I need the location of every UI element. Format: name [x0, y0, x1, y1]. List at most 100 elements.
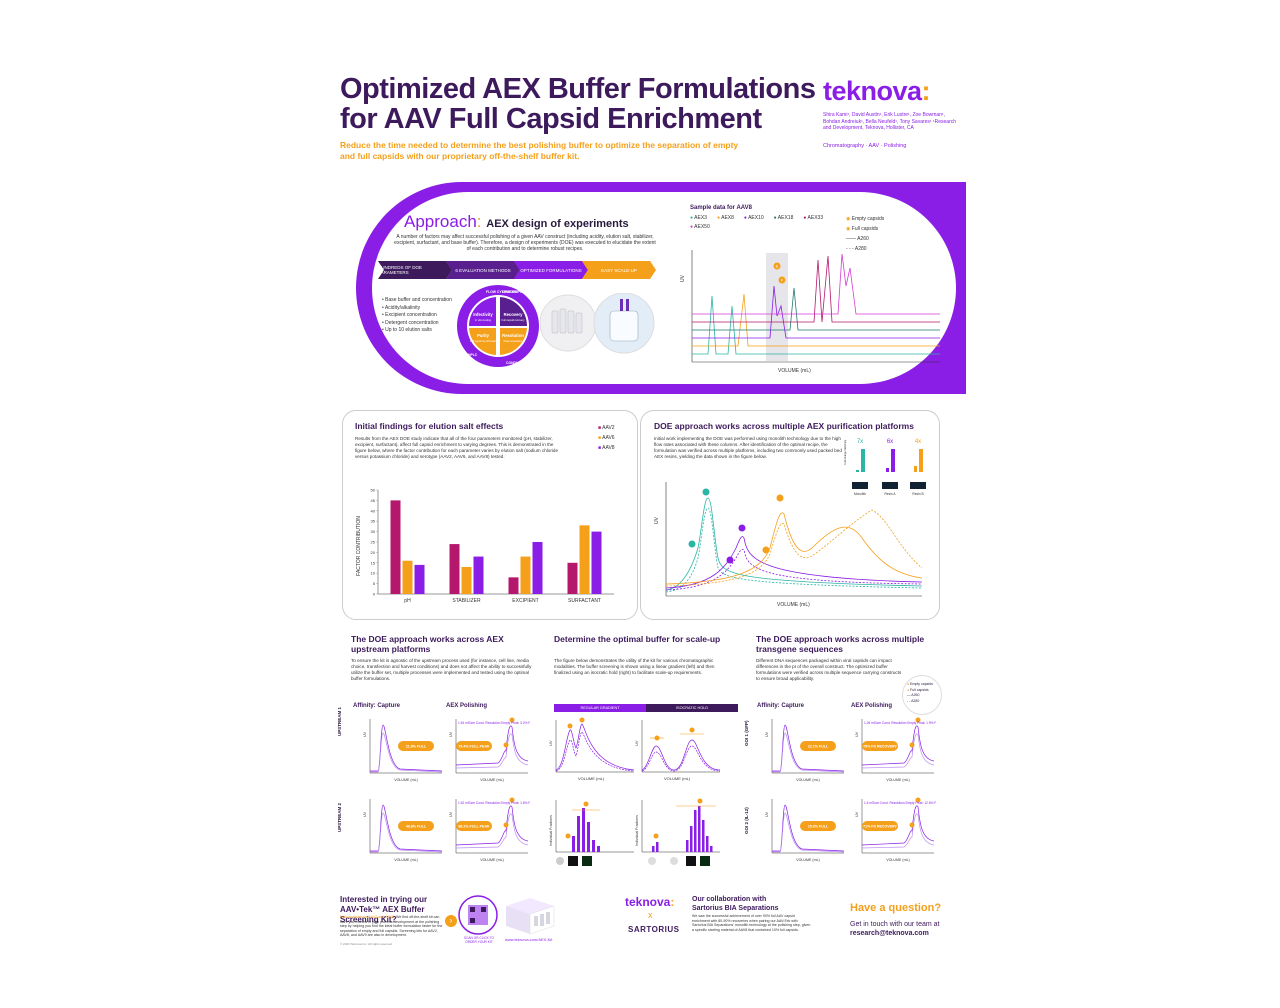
result-pill-label: 12.1% FULL: [808, 745, 829, 749]
trace-aex10: [692, 285, 940, 339]
bar-aav8-excipient: [532, 542, 543, 594]
y-axis-label: UV: [765, 811, 769, 817]
buffer-kit-images: [540, 293, 655, 354]
approach-steps: HUNDREDS OF DOE PARAMETERS 6 EVALUATION …: [378, 261, 656, 279]
findings-text: Results from the AEX DOE study indicate …: [355, 436, 558, 459]
empty-marker: [503, 742, 509, 748]
full-marker: [509, 797, 515, 803]
step-2: 6 EVALUATION METHODS: [446, 261, 520, 279]
bullet: • Acidity/alkalinity: [382, 304, 421, 311]
full-marker: [509, 717, 515, 723]
result-pill-label: 79.4% FULL PEAK: [458, 745, 490, 749]
trace-a280: [455, 813, 529, 849]
goi2-capture-chart: 15.6% FULL VOLUME (mL) UV: [765, 799, 845, 862]
bullet: • Base buffer and concentration: [382, 297, 452, 303]
authors: Shira Kami¹, David Austin¹, Erik Lustre¹…: [823, 112, 957, 131]
svg-text:UV: UV: [548, 740, 553, 746]
result-pill-label: 48.8% FULL: [406, 825, 427, 829]
logo-colon: :: [921, 76, 931, 106]
y-tick-label: 10: [371, 571, 376, 576]
scaleup-text: The figure below demonstrates the utilit…: [554, 658, 715, 675]
evaluation-wheel: Infectivity In vitro testing Recovery Fu…: [457, 285, 539, 367]
result-pill: [456, 821, 492, 831]
wheel-q1-sub: In vitro testing: [475, 318, 492, 322]
collab-text: We saw the successful achievement of ove…: [692, 914, 811, 932]
y-tick-label: 5: [373, 581, 376, 586]
goi1-capture-chart: 12.1% FULL VOLUME (mL) UV: [765, 719, 845, 782]
kit-link[interactable]: www.teknova.com/AEX-Kit: [505, 937, 553, 942]
contact-email[interactable]: research@teknova.com: [850, 930, 929, 937]
x-tick-label: EXCIPIENT: [512, 598, 538, 604]
cta-text: Now available for AAV2 and AAV8. We find…: [340, 915, 443, 938]
step-4: EASY SCALE-UP: [582, 261, 656, 279]
tags: Chromatography · AAV · Polishing: [823, 143, 907, 149]
fold-change-inset: Fold change full/empty 7x 6x 4x Monolith…: [844, 439, 926, 496]
y-axis-label: UV: [680, 274, 686, 282]
svg-text:F: F: [781, 278, 784, 283]
x-axis-label: VOLUME (mL): [796, 858, 820, 862]
upstream2-capture-chart: 48.8% FULL VOLUME (mL) UV: [363, 799, 443, 862]
y-tick-label: 45: [371, 498, 376, 503]
approach-text: A number of factors may affect successfu…: [394, 234, 656, 252]
x-axis-label: VOLUME (mL): [394, 778, 418, 782]
svg-text:Individual Fractions: Individual Fractions: [549, 815, 553, 846]
poster-title: Optimized AEX Buffer Formulations for AA…: [340, 73, 816, 135]
full-marker: [778, 276, 786, 284]
transgene-text: Different DNA sequences packaged within …: [756, 658, 902, 681]
trace-aex50: [692, 253, 940, 315]
bar-aav8-stabilizer: [473, 556, 484, 594]
y-tick-label: 15: [371, 560, 376, 565]
wheel-q3-sub: Full capsid enrichment: [470, 339, 496, 343]
x-tick-label: pH: [404, 598, 411, 604]
svg-text:VOLUME (mL): VOLUME (mL): [664, 776, 691, 781]
legend-aex10: ● AEX10: [743, 215, 764, 221]
bar-aav8-ph: [414, 564, 425, 594]
logo-word: teknova: [823, 76, 922, 106]
result-pill: [862, 741, 898, 751]
result-pill: [398, 741, 434, 751]
x-axis-label: VOLUME (mL): [796, 778, 820, 782]
qr-code[interactable]: [458, 895, 498, 935]
approach-bullets: • Base buffer and concentration • Acidit…: [382, 297, 452, 335]
empty-marker: [773, 262, 781, 270]
result-pill-label: 71% FS RECOVERY: [863, 825, 897, 829]
wheel-q1: Infectivity: [473, 312, 493, 317]
svg-text:UV: UV: [634, 740, 639, 746]
trace-a260: [861, 805, 935, 846]
y-axis-label: UV: [363, 811, 367, 817]
poster-subtitle: Reduce the time needed to determine the …: [340, 140, 739, 161]
aav8-chromatogram: UV E F VOLUME (mL): [680, 250, 940, 374]
bullet: • Detergent concentration: [382, 319, 439, 326]
wheel-q3: Purity: [477, 333, 490, 338]
y-axis-label: UV: [765, 731, 769, 737]
result-pill: [800, 821, 836, 831]
transgene-row1: GOI 1 (GFP): [744, 720, 749, 746]
gradient-chromatogram: UV VOLUME (mL): [548, 717, 635, 781]
teknova-logo: teknova:: [823, 76, 931, 107]
legend-aex50: ● AEX50: [690, 224, 710, 230]
trace-aex8: [692, 293, 940, 347]
qr-caption: SCAN OR CLICK TO ORDER YOUR KIT: [464, 936, 494, 944]
trace-aex3: [692, 295, 940, 355]
result-pill: [800, 741, 836, 751]
transgene-legend: ● Empty capsids ● Full capsids — A260 - …: [902, 675, 942, 715]
fold-label-monolith: Monolith: [854, 492, 866, 496]
y-tick-label: 50: [371, 488, 376, 493]
upstream1-polish-chart: 1.54 mS/cm Cond. Resolution Empty Peak: …: [449, 717, 530, 782]
sample-title: Sample data for AAV8: [690, 205, 753, 211]
x-axis-label: VOLUME (mL): [886, 778, 910, 782]
x-axis-label: VOLUME (mL): [480, 858, 504, 862]
result-pill-label: 88.2% FULL PEAK: [458, 825, 490, 829]
wheel-q2-sub: Full capsid recovery: [501, 318, 525, 322]
upstream-title: The DOE approach works across AEX upstre…: [351, 634, 504, 654]
y-axis-label: UV: [363, 731, 367, 737]
gradient-fractions: Individual Fractions: [549, 800, 634, 866]
findings-legend: ■ AAV2 ■ AAV6 ■ AAV8: [598, 423, 615, 453]
trace-aex18: [692, 287, 940, 331]
bar-aav2-ph: [390, 500, 401, 594]
upstream-row1: UPSTREAM 1: [337, 706, 342, 736]
bullet: • Excipient concentration: [382, 312, 437, 318]
legend-a280: - - - A280: [846, 246, 867, 252]
collab-teknova-logo: teknova:: [625, 895, 675, 909]
bar-aav6-excipient: [520, 556, 531, 594]
